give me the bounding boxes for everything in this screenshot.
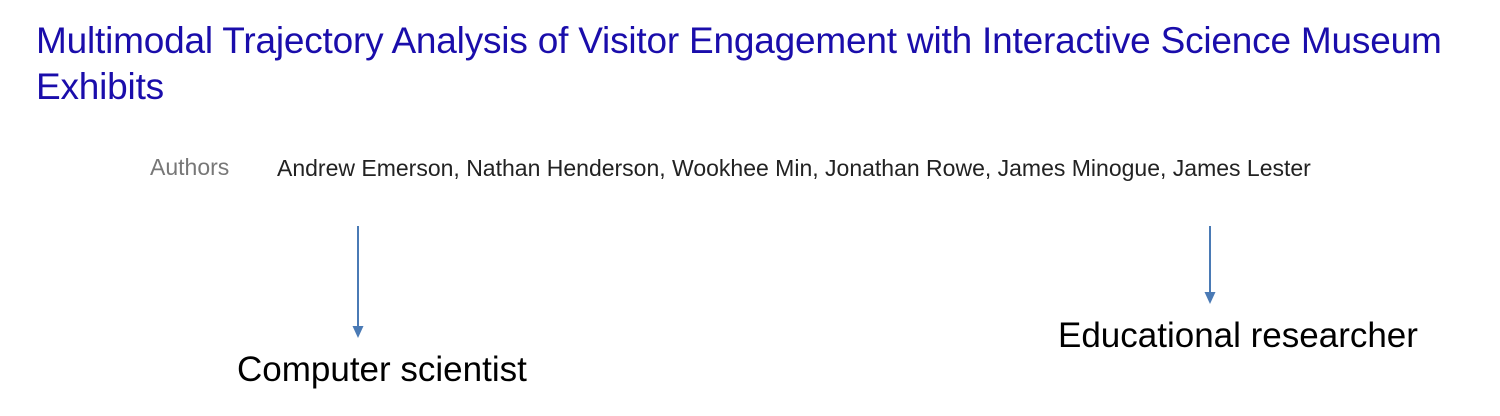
educational-researcher-label: Educational researcher [1058,316,1418,355]
down-arrow-icon [1204,226,1216,304]
authors-list: Andrew Emerson, Nathan Henderson, Wookhe… [277,155,1311,181]
computer-scientist-label: Computer scientist [237,350,527,389]
authors-label: Authors [150,154,230,180]
down-arrow-icon [352,226,364,338]
paper-title[interactable]: Multimodal Trajectory Analysis of Visito… [36,20,1442,107]
